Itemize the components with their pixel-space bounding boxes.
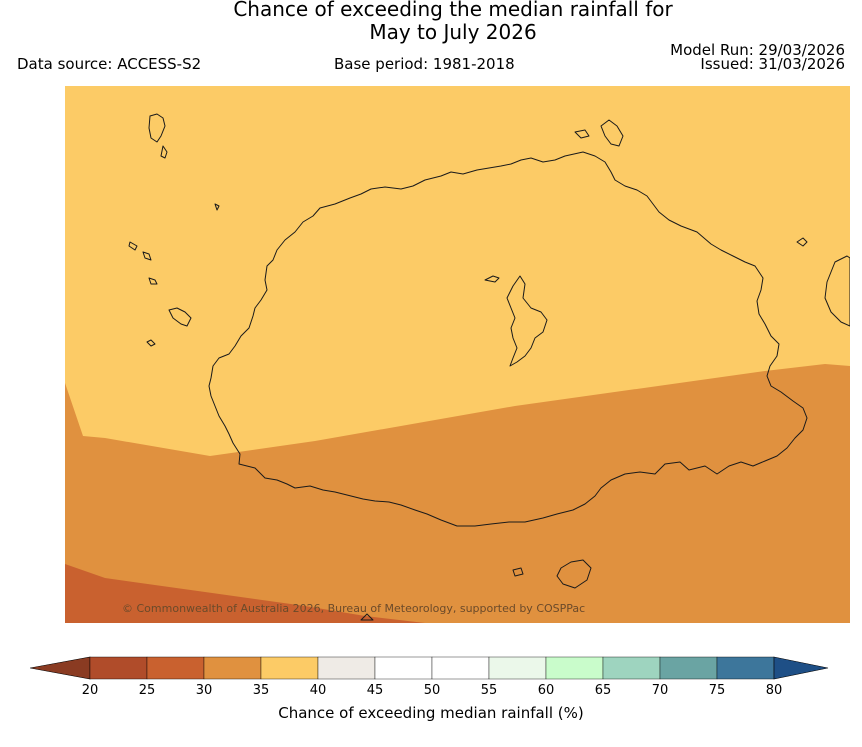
model-run-label: Model Run: 29/03/2026 [670,41,845,59]
colorbar-tick-label: 40 [309,683,327,698]
colorbar-cell [545,656,604,680]
colorbar-tick-label: 45 [366,683,384,698]
rainfall-map [65,86,850,623]
colorbar-tick-label: 25 [138,683,156,698]
colorbar-tick-label: 65 [594,683,612,698]
colorbar-cell [89,656,148,680]
colorbar-cell [716,656,775,680]
colorbar-cell [602,656,661,680]
issued-label: Issued: 31/03/2026 [700,55,845,73]
colorbar-cell [146,656,205,680]
copyright-notice: © Commonwealth of Australia 2026, Bureau… [122,602,586,615]
map-svg [65,86,850,623]
colorbar-tick-label: 20 [81,683,99,698]
colorbar-tick-label: 55 [480,683,498,698]
colorbar-cell [260,656,319,680]
base-period-label: Base period: 1981-2018 [334,55,515,73]
zone-30-35 [65,364,850,623]
colorbar-over-triangle [773,656,829,680]
data-source-label: Data source: ACCESS-S2 [17,55,202,73]
colorbar-tick-label: 60 [537,683,555,698]
colorbar-cell [488,656,547,680]
colorbar-under-triangle [30,656,91,680]
colorbar-cell [203,656,262,680]
colorbar-cell [659,656,718,680]
title-line-2: May to July 2026 [369,20,537,44]
colorbar-tick-label: 80 [765,683,783,698]
colorbar-tick-label: 75 [708,683,726,698]
colorbar-cell [374,656,433,680]
colorbar-cell [317,656,376,680]
colorbar [30,656,829,680]
zone-25-30 [65,564,425,623]
colorbar-tick-label: 50 [423,683,441,698]
title-line-1: Chance of exceeding the median rainfall … [233,0,673,21]
colorbar-tick-label: 30 [195,683,213,698]
colorbar-cells [89,656,775,680]
colorbar-tick-label: 35 [252,683,270,698]
colorbar-tick-label: 70 [651,683,669,698]
map-title: Chance of exceeding the median rainfall … [0,0,862,44]
colorbar-label: Chance of exceeding median rainfall (%) [278,704,584,722]
coastline-viti-levu [128,113,850,621]
colorbar-cell [431,656,490,680]
